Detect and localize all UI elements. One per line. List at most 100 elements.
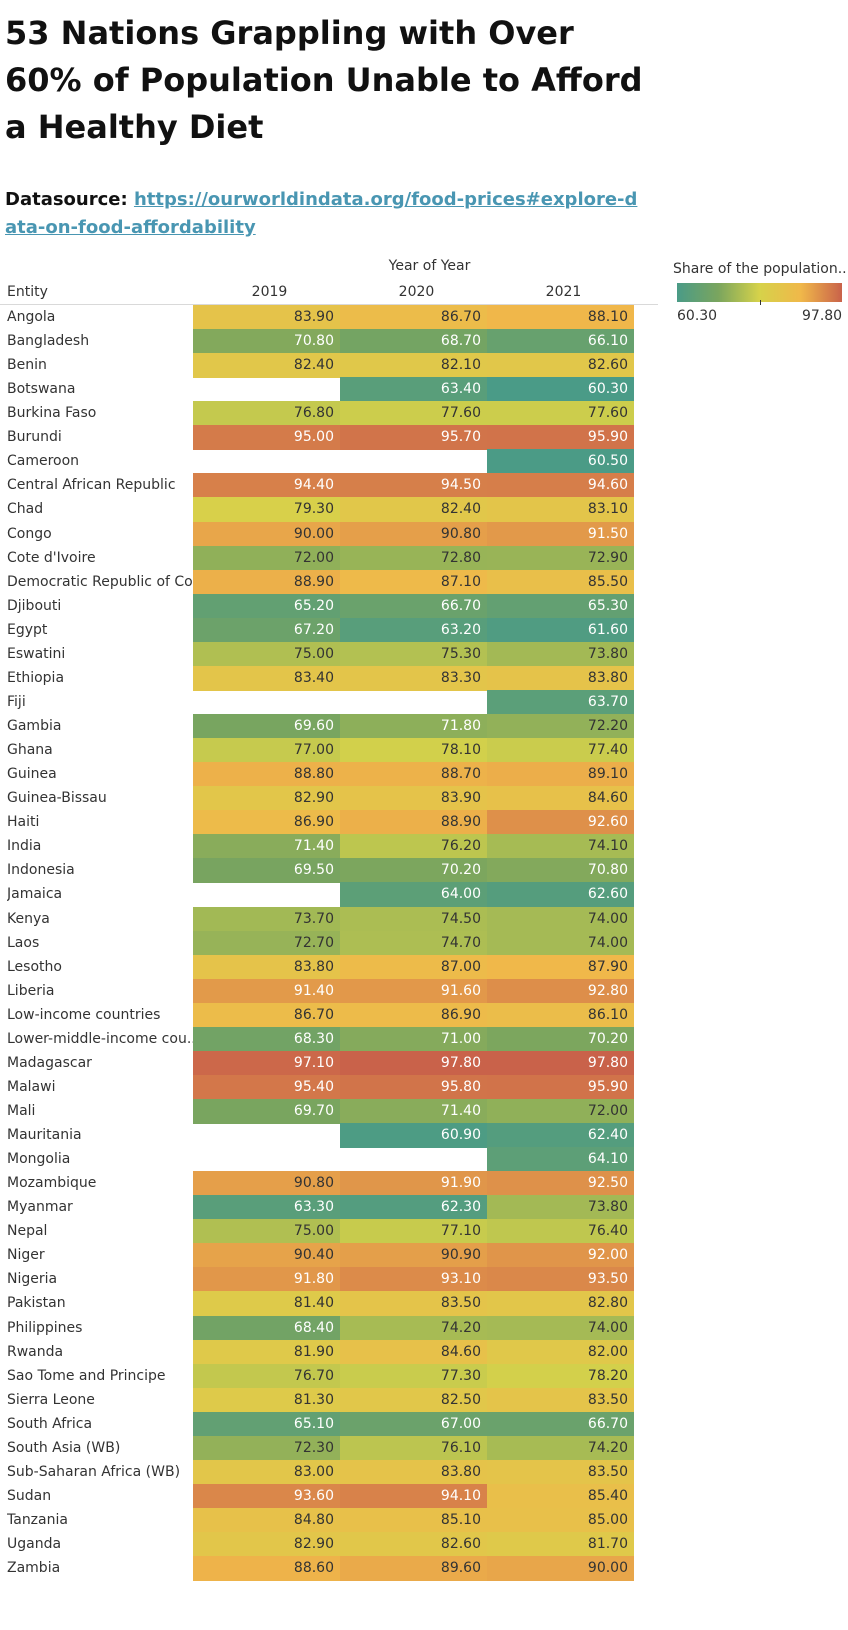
heatmap-cell[interactable]: 91.50: [487, 522, 634, 547]
heatmap-cell[interactable]: 88.10: [487, 305, 634, 330]
heatmap-cell[interactable]: 82.60: [340, 1532, 487, 1557]
heatmap-cell[interactable]: 85.40: [487, 1484, 634, 1509]
heatmap-cell[interactable]: 83.10: [487, 497, 634, 522]
heatmap-cell[interactable]: 71.80: [340, 714, 487, 739]
heatmap-cell[interactable]: 62.40: [487, 1123, 634, 1148]
heatmap-cell[interactable]: 60.30: [487, 377, 634, 402]
heatmap-cell[interactable]: 72.00: [193, 546, 340, 571]
heatmap-cell[interactable]: 83.50: [340, 1291, 487, 1316]
heatmap-cell[interactable]: 83.80: [487, 666, 634, 691]
heatmap-cell[interactable]: 70.80: [193, 329, 340, 354]
heatmap-cell[interactable]: 63.40: [340, 377, 487, 402]
heatmap-cell[interactable]: 89.10: [487, 762, 634, 787]
heatmap-cell[interactable]: 97.80: [487, 1051, 634, 1076]
heatmap-cell[interactable]: 87.10: [340, 570, 487, 595]
heatmap-cell[interactable]: 69.70: [193, 1099, 340, 1124]
heatmap-cell[interactable]: 71.40: [340, 1099, 487, 1124]
heatmap-cell[interactable]: 87.00: [340, 955, 487, 980]
heatmap-cell[interactable]: 61.60: [487, 618, 634, 643]
heatmap-cell[interactable]: 74.10: [487, 834, 634, 859]
heatmap-cell[interactable]: 91.80: [193, 1267, 340, 1292]
heatmap-cell[interactable]: 82.40: [193, 353, 340, 378]
heatmap-cell[interactable]: 85.50: [487, 570, 634, 595]
heatmap-cell[interactable]: 91.90: [340, 1171, 487, 1196]
heatmap-cell[interactable]: 67.00: [340, 1412, 487, 1437]
heatmap-cell[interactable]: 94.60: [487, 473, 634, 498]
heatmap-cell[interactable]: 83.80: [340, 1460, 487, 1485]
heatmap-cell[interactable]: 74.50: [340, 907, 487, 932]
heatmap-cell[interactable]: 86.70: [193, 1003, 340, 1028]
heatmap-cell[interactable]: 82.40: [340, 497, 487, 522]
heatmap-cell[interactable]: 82.90: [193, 786, 340, 811]
heatmap-cell[interactable]: 78.20: [487, 1364, 634, 1389]
heatmap-cell[interactable]: 95.70: [340, 425, 487, 450]
heatmap-cell[interactable]: 84.60: [340, 1340, 487, 1365]
heatmap-cell[interactable]: 83.30: [340, 666, 487, 691]
heatmap-cell[interactable]: 88.80: [193, 762, 340, 787]
heatmap-cell[interactable]: 70.80: [487, 858, 634, 883]
heatmap-cell[interactable]: 74.20: [487, 1436, 634, 1461]
heatmap-cell[interactable]: 74.00: [487, 1316, 634, 1341]
heatmap-cell[interactable]: 74.00: [487, 931, 634, 956]
heatmap-cell[interactable]: 66.70: [340, 594, 487, 619]
heatmap-cell[interactable]: 82.80: [487, 1291, 634, 1316]
heatmap-cell[interactable]: 72.00: [487, 1099, 634, 1124]
heatmap-cell[interactable]: 72.20: [487, 714, 634, 739]
heatmap-cell[interactable]: 71.40: [193, 834, 340, 859]
heatmap-cell[interactable]: 76.20: [340, 834, 487, 859]
heatmap-cell[interactable]: 72.80: [340, 546, 487, 571]
heatmap-cell[interactable]: 77.00: [193, 738, 340, 763]
heatmap-cell[interactable]: 68.70: [340, 329, 487, 354]
heatmap-cell[interactable]: 60.50: [487, 449, 634, 474]
heatmap-cell[interactable]: 95.40: [193, 1075, 340, 1100]
heatmap-cell[interactable]: 83.50: [487, 1460, 634, 1485]
heatmap-cell[interactable]: 76.40: [487, 1219, 634, 1244]
heatmap-cell[interactable]: 83.90: [340, 786, 487, 811]
heatmap-cell[interactable]: 65.30: [487, 594, 634, 619]
heatmap-cell[interactable]: 63.70: [487, 690, 634, 715]
heatmap-cell[interactable]: 74.00: [487, 907, 634, 932]
heatmap-cell[interactable]: 62.30: [340, 1195, 487, 1220]
heatmap-cell[interactable]: 93.50: [487, 1267, 634, 1292]
heatmap-cell[interactable]: 66.70: [487, 1412, 634, 1437]
heatmap-cell[interactable]: 90.00: [487, 1556, 634, 1581]
heatmap-cell[interactable]: 79.30: [193, 497, 340, 522]
heatmap-cell[interactable]: 70.20: [340, 858, 487, 883]
heatmap-cell[interactable]: 86.90: [193, 810, 340, 835]
heatmap-cell[interactable]: 94.40: [193, 473, 340, 498]
heatmap-cell[interactable]: 86.90: [340, 1003, 487, 1028]
heatmap-cell[interactable]: 72.30: [193, 1436, 340, 1461]
heatmap-cell[interactable]: 74.20: [340, 1316, 487, 1341]
heatmap-cell[interactable]: 88.90: [193, 570, 340, 595]
heatmap-cell[interactable]: 74.70: [340, 931, 487, 956]
heatmap-cell[interactable]: 77.60: [340, 401, 487, 426]
heatmap-cell[interactable]: 66.10: [487, 329, 634, 354]
heatmap-cell[interactable]: 69.50: [193, 858, 340, 883]
heatmap-cell[interactable]: 90.80: [193, 1171, 340, 1196]
heatmap-cell[interactable]: 65.10: [193, 1412, 340, 1437]
heatmap-cell[interactable]: 92.60: [487, 810, 634, 835]
heatmap-cell[interactable]: 70.20: [487, 1027, 634, 1052]
heatmap-cell[interactable]: 94.50: [340, 473, 487, 498]
heatmap-cell[interactable]: 81.40: [193, 1291, 340, 1316]
heatmap-cell[interactable]: 63.20: [340, 618, 487, 643]
heatmap-cell[interactable]: 93.60: [193, 1484, 340, 1509]
heatmap-cell[interactable]: 83.50: [487, 1388, 634, 1413]
heatmap-cell[interactable]: 88.60: [193, 1556, 340, 1581]
heatmap-cell[interactable]: 86.10: [487, 1003, 634, 1028]
heatmap-cell[interactable]: 65.20: [193, 594, 340, 619]
heatmap-cell[interactable]: 71.00: [340, 1027, 487, 1052]
heatmap-cell[interactable]: 73.80: [487, 642, 634, 667]
heatmap-cell[interactable]: 92.50: [487, 1171, 634, 1196]
heatmap-cell[interactable]: 82.00: [487, 1340, 634, 1365]
heatmap-cell[interactable]: 73.70: [193, 907, 340, 932]
heatmap-cell[interactable]: 72.70: [193, 931, 340, 956]
heatmap-cell[interactable]: 77.30: [340, 1364, 487, 1389]
heatmap-cell[interactable]: 82.10: [340, 353, 487, 378]
heatmap-cell[interactable]: 68.40: [193, 1316, 340, 1341]
heatmap-cell[interactable]: 91.40: [193, 979, 340, 1004]
heatmap-cell[interactable]: 81.90: [193, 1340, 340, 1365]
heatmap-cell[interactable]: 84.60: [487, 786, 634, 811]
heatmap-cell[interactable]: 95.80: [340, 1075, 487, 1100]
heatmap-cell[interactable]: 62.60: [487, 882, 634, 907]
